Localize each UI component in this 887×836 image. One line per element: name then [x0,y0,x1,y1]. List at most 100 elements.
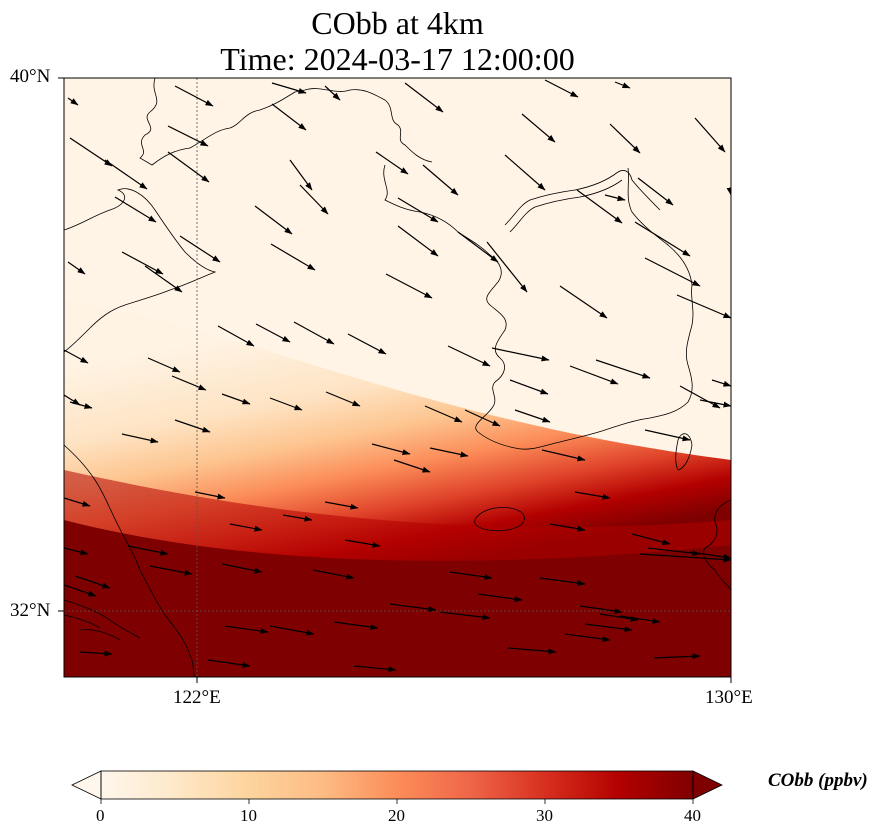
colorbar-extend-min [71,770,102,800]
wind-arrow [179,235,221,263]
wind-arrow [647,547,701,557]
wind-arrow [509,379,549,395]
coastline-north [139,78,433,166]
wind-arrow [347,333,387,355]
wind-arrow [574,491,611,500]
wind-arrow [74,575,111,589]
wind-arrow [271,103,307,131]
wind-arrow [397,197,439,223]
wind-arrow [333,621,379,630]
wind-arrow [104,159,148,190]
colorbar-ticks [100,799,694,804]
wind-arrow [325,391,361,407]
wind-arrow [541,449,586,462]
coastline-shandong-jiangsu [64,444,196,677]
wind-arrow [514,409,551,423]
wind-arrow [324,501,359,510]
wind-arrow [174,419,211,433]
colorbar-label-20: 20 [388,806,405,825]
wind-arrow [397,225,439,257]
wind-arrow [69,137,113,167]
colorbar-body [101,771,693,799]
wind-arrow [424,405,463,423]
wind-arrow [609,123,641,154]
wind-arrow [676,294,731,319]
wind-arrow [549,523,586,532]
wind-arrow [171,375,207,391]
wind-arrow [634,221,691,257]
map-title: CObb at 4km [311,5,484,41]
lat-tick-label-32: 32°N [10,600,51,621]
wind-arrow [604,194,626,202]
wind-arrow [194,491,226,500]
colorbar-title: CObb (ppbv) [768,770,868,791]
wind-arrow [217,325,255,347]
wind-arrow [644,429,691,442]
wind-arrow [114,196,157,223]
wind-arrow [653,653,701,660]
wind-arrow [439,611,491,621]
co-max-band [64,520,731,677]
wind-arrow [447,345,491,367]
wind-arrow [639,553,731,563]
jeju-island [474,507,525,532]
coastline-korea-west [383,164,694,450]
wind-arrow [221,393,251,405]
wind-arrow [507,647,557,655]
wind-arrow [599,613,639,622]
coastlines [64,78,731,677]
wind-arrow [282,514,313,522]
wind-arrow [429,447,469,458]
wind-arrow [694,117,726,153]
wind-arrow [614,81,631,89]
wind-arrow [254,205,293,235]
wind-arrow [539,577,586,586]
wind-arrow [255,323,291,343]
wind-arrow [312,569,355,580]
wind-arrow [271,82,307,94]
colorbar-extend-max [692,770,723,800]
wind-arrow [457,231,499,263]
axis-ticks [58,77,732,683]
yangtze-delta-islands [64,599,141,641]
wind-arrow [353,665,397,673]
wind-arrow [344,539,381,548]
wind-arrow [584,623,633,633]
wind-arrow [544,79,579,98]
wind-arrow [221,563,263,574]
lon-tick-label-130: 130°E [705,687,753,708]
gridlines [64,78,731,677]
wind-arrow [631,533,671,545]
wind-arrow [521,113,556,143]
wind-arrow [679,385,721,409]
wind-arrow [576,189,623,224]
wind-arrow [564,633,611,642]
wind-arrow [270,243,316,271]
wind-arrow [127,545,169,556]
wind-arrow [67,97,79,106]
wind-arrow [644,257,701,287]
wind-arrow [449,571,493,580]
wind-arrow [299,184,329,215]
map-frame [63,77,732,678]
wind-arrow [167,125,209,147]
wind-arrow [389,603,437,613]
wind-arrow [595,359,651,379]
korea-dmz-border [504,170,661,226]
wind-arrow [64,349,89,364]
wind-arrow [64,394,81,406]
lon-tick-label-122: 122°E [173,687,221,708]
wind-arrow [491,347,550,362]
colorbar [71,770,723,804]
wind-arrow [64,547,89,556]
wind-arrow [477,593,523,602]
wind-arrow [79,650,113,657]
wind-arrow [559,285,608,319]
wind-arrow [579,605,623,614]
map-plot-area [64,78,731,677]
wind-arrow [504,154,546,191]
wind-arrow [64,497,91,507]
wind-arrow [324,85,341,101]
wind-arrow [404,82,444,113]
